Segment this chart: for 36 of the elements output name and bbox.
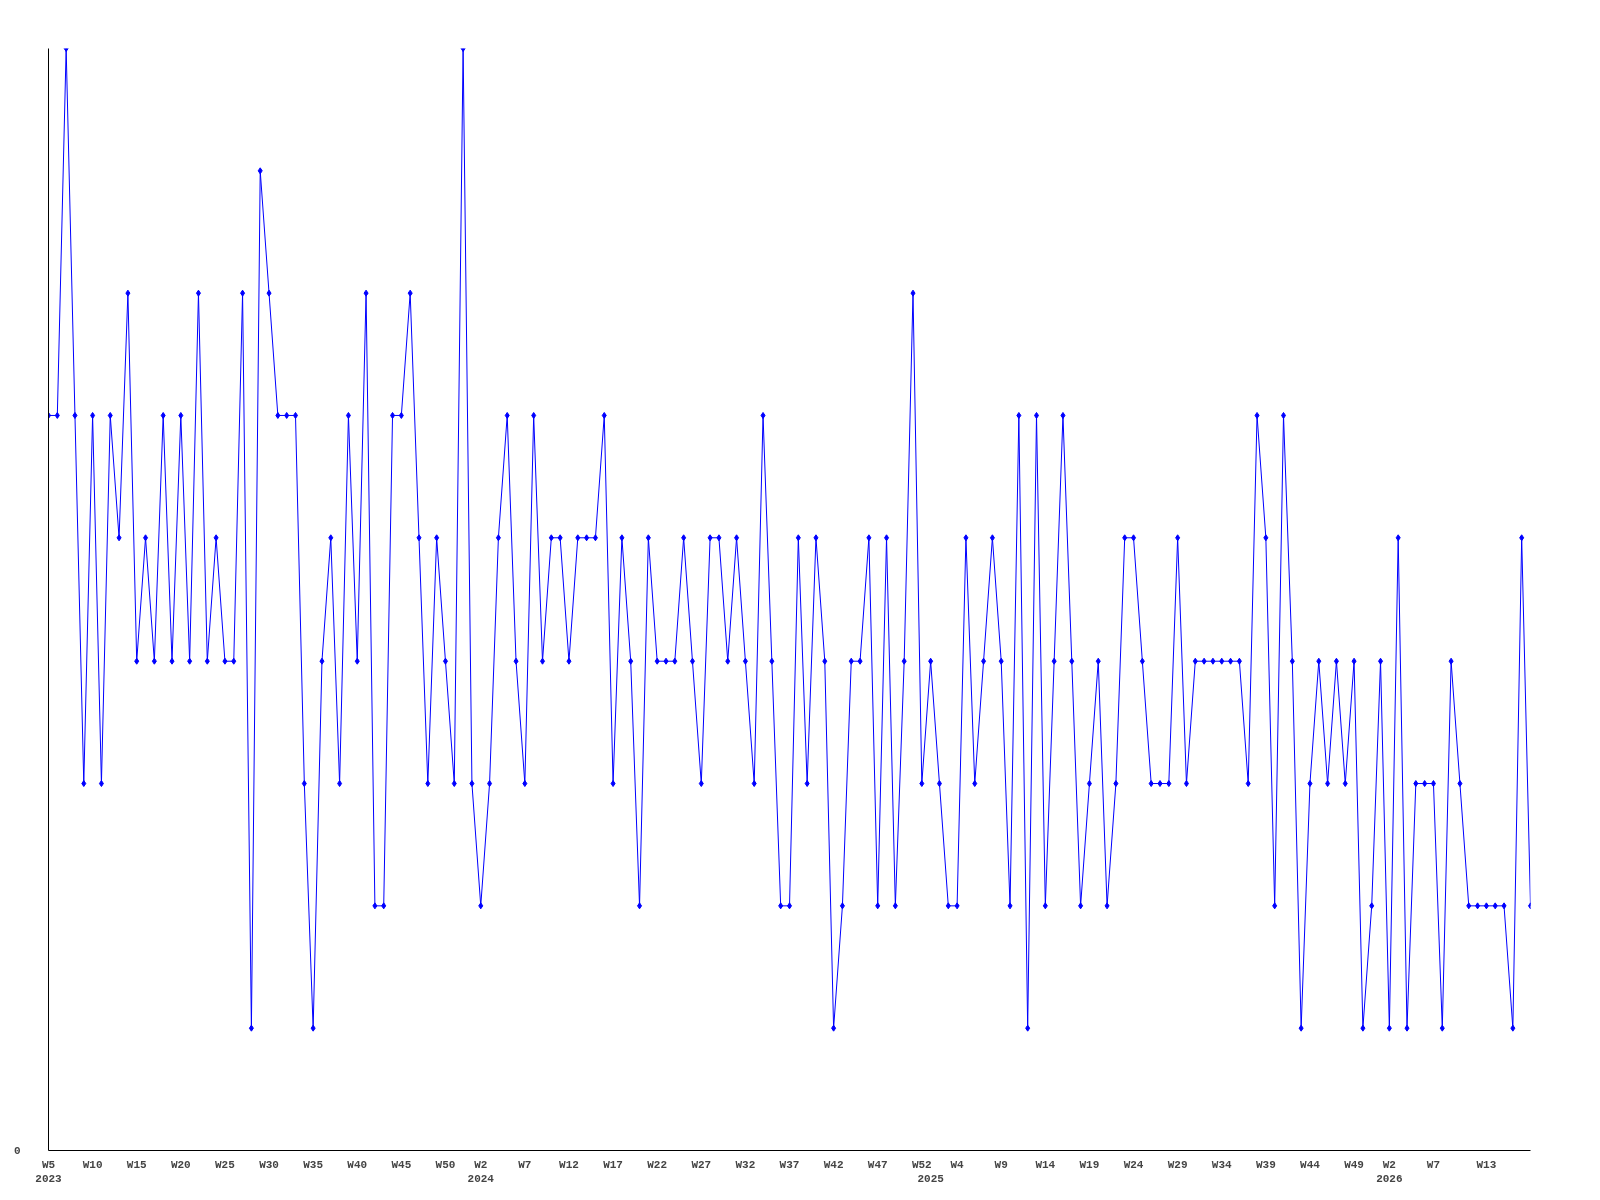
x-tick-label: W4 <box>950 1158 965 1171</box>
x-tick-label: W20 <box>170 1158 191 1171</box>
x-tick-label: W27 <box>691 1158 712 1171</box>
x-tick-label: W5 2023 <box>35 1158 63 1185</box>
x-tick-label: W7 <box>518 1158 532 1171</box>
x-tick-label: W47 <box>867 1158 888 1171</box>
x-tick-label: W10 <box>82 1158 103 1171</box>
x-tick-label: W49 <box>1344 1158 1364 1171</box>
x-tick-label: W39 <box>1255 1158 1276 1171</box>
x-tick-label: W42 <box>823 1158 844 1171</box>
x-tick-label: W2 2024 <box>467 1158 495 1185</box>
x-tick-label: W44 <box>1300 1158 1321 1171</box>
x-tick-label: W45 <box>391 1158 412 1171</box>
x-tick-label: W25 <box>215 1158 236 1171</box>
x-tick-label: W13 <box>1476 1158 1497 1171</box>
x-tick-label: W19 <box>1079 1158 1100 1171</box>
x-tick-label: W14 <box>1035 1158 1056 1171</box>
x-tick-label: W12 <box>559 1158 579 1171</box>
x-tick-label: W15 <box>126 1158 148 1171</box>
x-tick-label: W29 <box>1167 1158 1188 1171</box>
x-tick-label: W24 <box>1123 1158 1144 1171</box>
x-tick-label: W22 <box>647 1158 668 1171</box>
x-tick-label: W52 <box>911 1158 932 1171</box>
x-tick-label: 2025 <box>917 1172 945 1185</box>
text: 0 <box>13 1145 21 1157</box>
x-tick-label: W7 <box>1426 1158 1441 1171</box>
x-tick-label: W50 <box>435 1158 456 1171</box>
x-tick-label: W40 <box>347 1158 368 1171</box>
x-tick-label: W17 <box>603 1158 623 1171</box>
x-tick-label: W30 <box>259 1158 279 1171</box>
x-tick-label: W2 2026 <box>1376 1158 1403 1185</box>
x-tick-label: W37 <box>779 1158 800 1171</box>
x-tick-label: W34 <box>1211 1158 1233 1171</box>
x-tick-label: W9 <box>994 1158 1008 1171</box>
x-tick-label: W32 <box>735 1158 756 1171</box>
x-tick-label: W35 <box>303 1158 324 1171</box>
